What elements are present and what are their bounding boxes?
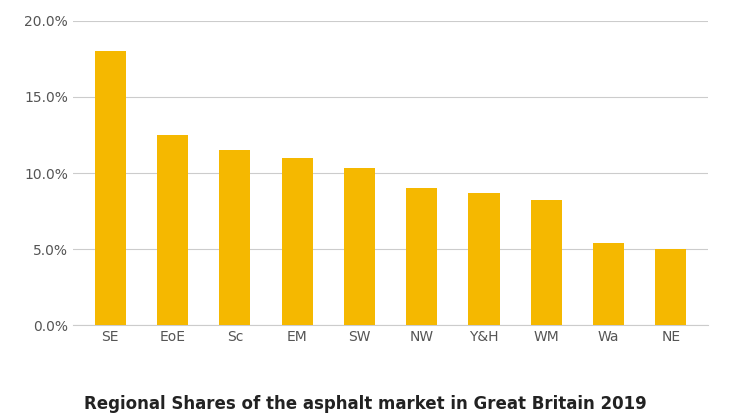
Bar	[157, 135, 188, 325]
Bar	[95, 51, 126, 325]
Text: Regional Shares of the asphalt market in Great Britain 2019: Regional Shares of the asphalt market in…	[84, 395, 646, 413]
Bar	[656, 249, 686, 325]
Bar	[282, 158, 312, 325]
Bar	[531, 201, 562, 325]
Bar	[469, 193, 499, 325]
Bar	[593, 243, 624, 325]
Bar	[406, 188, 437, 325]
Bar	[219, 150, 250, 325]
Bar	[344, 168, 375, 325]
